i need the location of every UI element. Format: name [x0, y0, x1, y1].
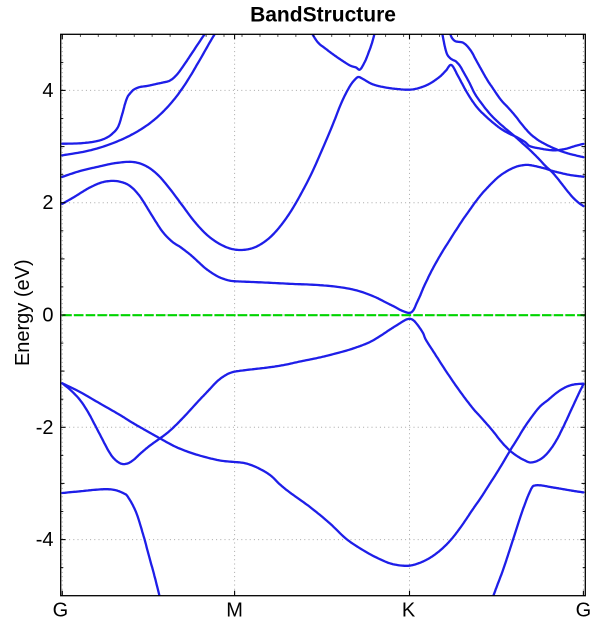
- svg-text:BandStructure: BandStructure: [250, 4, 396, 27]
- svg-text:G: G: [53, 600, 69, 622]
- svg-text:K: K: [402, 600, 416, 622]
- svg-text:-4: -4: [36, 529, 54, 551]
- svg-text:Energy (eV): Energy (eV): [12, 259, 34, 366]
- svg-text:-2: -2: [36, 417, 54, 439]
- svg-text:0: 0: [42, 305, 53, 327]
- svg-text:4: 4: [42, 80, 53, 102]
- svg-text:M: M: [226, 600, 243, 622]
- svg-text:2: 2: [42, 192, 53, 214]
- svg-text:G: G: [576, 600, 592, 622]
